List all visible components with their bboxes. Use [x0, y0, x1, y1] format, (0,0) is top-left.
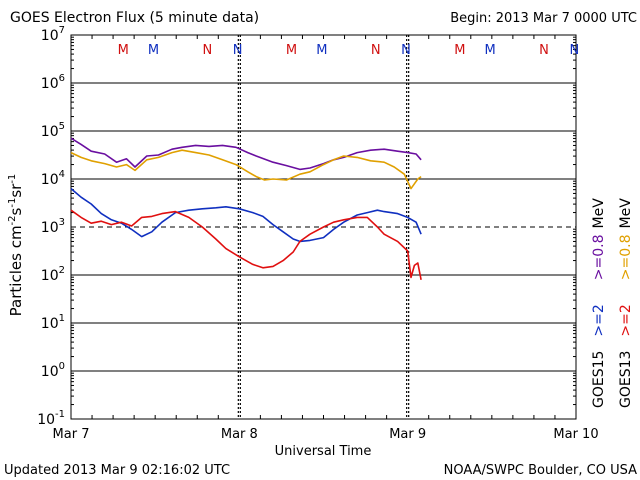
chart-title: GOES Electron Flux (5 minute data)	[10, 10, 259, 26]
legend-goes13-2mev: >=2	[618, 304, 634, 336]
credit-label: NOAA/SWPC Boulder, CO USA	[444, 463, 637, 478]
marker-n: N	[371, 43, 381, 58]
marker-m: M	[316, 43, 327, 58]
begin-label: Begin: 2013 Mar 7 0000 UTC	[450, 11, 637, 26]
y-axis-label: Particles cm-2s-1sr-1	[7, 174, 25, 317]
marker-m: M	[454, 43, 465, 58]
x-axis-ticks: Mar 7 Mar 8 Mar 9 Mar 10	[53, 35, 599, 442]
legend-row-goes15: GOES15 >=2 >=0.8 MeV	[591, 198, 607, 408]
marker-m: M	[118, 43, 129, 58]
marker-m: M	[286, 43, 297, 58]
legend-row-goes13: GOES13 >=2 >=0.8 MeV	[618, 198, 634, 408]
marker-n: N	[202, 43, 212, 58]
x-tick-label: Mar 10	[553, 427, 598, 442]
y-tick-label: 107	[41, 25, 65, 44]
y-tick-label: 102	[41, 265, 65, 284]
legend-goes15-2mev: >=2	[591, 304, 607, 336]
y-tick-label: 105	[41, 121, 65, 140]
marker-n: N	[233, 43, 243, 58]
y-tick-label: 103	[41, 217, 65, 236]
y-tick-label: 101	[41, 313, 65, 332]
marker-m: M	[485, 43, 496, 58]
x-tick-label: Mar 7	[53, 427, 90, 442]
legend-unit-2: MeV	[618, 198, 634, 229]
x-axis-label: Universal Time	[275, 444, 372, 459]
legend-goes13-08mev: >=0.8	[618, 234, 634, 280]
legend-goes15: GOES15	[591, 351, 607, 408]
series-lines	[70, 137, 422, 280]
series-line-1	[70, 149, 422, 190]
legend-goes15-08mev: >=0.8	[591, 234, 607, 280]
updated-timestamp: Updated 2013 Mar 9 02:16:02 UTC	[4, 463, 230, 478]
marker-n: N	[569, 43, 579, 58]
marker-n: N	[539, 43, 549, 58]
marker-m: M	[148, 43, 159, 58]
y-tick-label: 100	[41, 361, 65, 380]
y-tick-label: 10-1	[37, 409, 65, 428]
y-tick-label: 104	[41, 169, 65, 188]
series-line-3	[70, 209, 422, 280]
marker-n: N	[401, 43, 411, 58]
y-tick-label: 106	[41, 73, 65, 92]
x-tick-label: Mar 9	[389, 427, 426, 442]
gridlines	[71, 35, 576, 419]
y-axis-ticks: 107 106 105 104 103 102 101 100 10-1	[37, 25, 576, 428]
legend: GOES15 >=2 >=0.8 MeV GOES13 >=2 >=0.8 MeV	[591, 198, 634, 408]
series-line-0	[70, 137, 422, 171]
legend-unit-1: MeV	[591, 198, 607, 229]
series-line-2	[70, 187, 422, 243]
x-tick-label: Mar 8	[221, 427, 258, 442]
legend-goes13: GOES13	[618, 351, 634, 408]
